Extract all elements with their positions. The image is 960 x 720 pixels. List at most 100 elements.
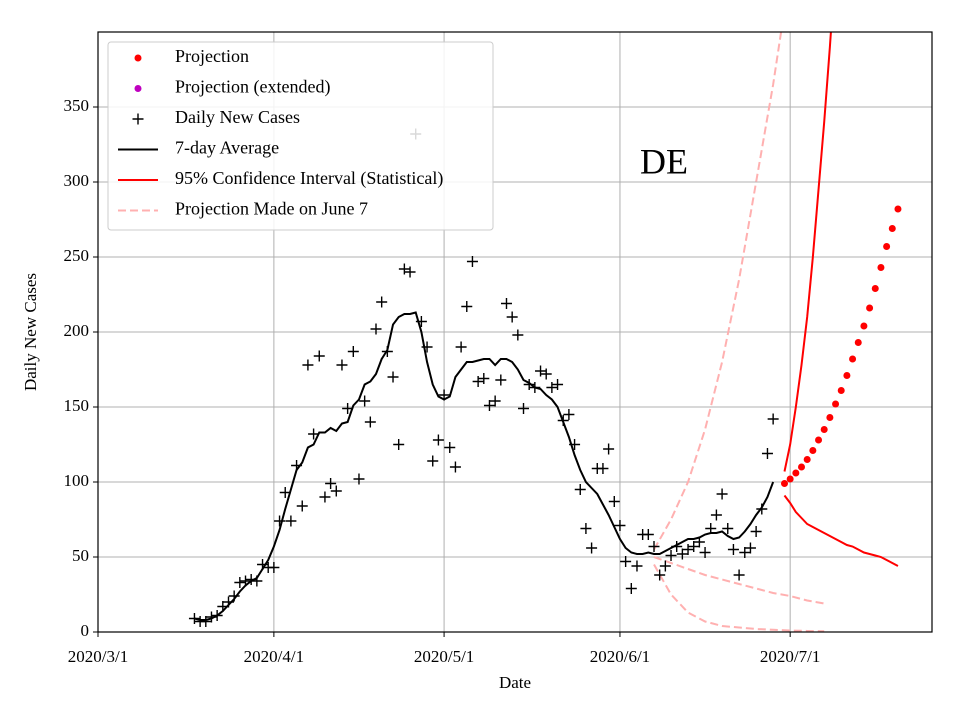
legend-label: Projection	[175, 46, 249, 66]
case-marker	[710, 509, 722, 521]
case-marker	[245, 574, 257, 585]
case-marker	[665, 550, 677, 561]
y-tick-label: 150	[64, 396, 90, 415]
case-marker	[291, 460, 303, 471]
case-marker	[478, 373, 490, 384]
case-marker	[257, 559, 269, 570]
case-marker	[563, 409, 575, 420]
x-tick-label: 2020/4/1	[244, 647, 304, 666]
plot-area	[188, 32, 902, 632]
case-marker	[608, 496, 620, 507]
case-marker	[461, 301, 473, 312]
case-marker	[699, 547, 711, 558]
case-marker	[620, 556, 632, 567]
projection-dot	[849, 355, 857, 363]
case-marker	[756, 503, 768, 515]
case-marker	[205, 611, 217, 623]
case-marker	[200, 616, 212, 627]
case-marker	[552, 379, 564, 390]
case-marker	[387, 371, 399, 383]
case-marker	[427, 455, 439, 467]
projection-dot	[877, 264, 885, 271]
legend-swatch	[134, 54, 142, 62]
case-marker	[625, 583, 637, 594]
projection-dot	[832, 400, 840, 408]
legend-label: Daily New Cases	[175, 107, 300, 127]
case-marker	[251, 575, 263, 587]
projection-dot	[866, 304, 874, 312]
case-marker	[319, 491, 331, 503]
case-marker	[727, 544, 739, 555]
line	[783, 494, 899, 567]
case-marker	[518, 403, 530, 414]
case-marker	[347, 346, 359, 357]
legend-label: 7-day Average	[175, 138, 279, 158]
legend-swatch	[132, 113, 144, 125]
case-marker	[603, 443, 615, 455]
projection-dot	[809, 447, 817, 454]
case-marker	[529, 382, 541, 393]
case-marker	[557, 415, 569, 426]
case-marker	[569, 439, 581, 450]
legend-swatch	[134, 85, 142, 92]
case-marker	[330, 485, 342, 497]
case-marker	[279, 487, 291, 498]
case-marker	[211, 610, 223, 621]
projection-dot	[894, 205, 902, 213]
case-marker	[693, 536, 705, 548]
projection-dot	[837, 387, 845, 394]
projection-dot	[826, 414, 834, 421]
case-marker	[302, 359, 314, 371]
legend: Projection Projection (extended) Daily New…	[107, 41, 494, 231]
line	[783, 32, 832, 472]
case-marker	[506, 311, 518, 323]
dashed-line	[653, 32, 783, 550]
case-marker	[761, 448, 773, 459]
case-marker	[671, 541, 683, 552]
case-marker	[455, 341, 467, 353]
case-marker	[705, 523, 717, 534]
case-marker	[472, 376, 484, 387]
case-marker	[535, 365, 547, 377]
case-marker	[381, 346, 393, 357]
x-tick-label: 2020/3/1	[68, 647, 128, 666]
case-marker	[234, 577, 246, 588]
case-marker	[285, 515, 297, 527]
case-marker	[217, 601, 229, 612]
case-marker	[342, 403, 354, 414]
case-marker	[574, 484, 586, 495]
case-marker	[767, 413, 779, 425]
case-marker	[750, 526, 762, 537]
case-marker	[364, 416, 376, 428]
x-tick-label: 2020/7/1	[760, 647, 820, 666]
case-marker	[268, 562, 280, 573]
case-marker	[648, 541, 660, 552]
case-marker	[313, 350, 325, 362]
x-axis-label: Date	[499, 673, 531, 692]
case-marker	[642, 529, 654, 540]
case-marker	[739, 547, 751, 558]
case-marker	[336, 359, 348, 371]
case-marker	[404, 266, 416, 278]
case-marker	[393, 439, 405, 450]
projection-dot	[815, 436, 823, 444]
case-marker	[580, 523, 592, 534]
case-marker	[586, 542, 598, 554]
case-marker	[659, 560, 671, 572]
case-marker	[500, 298, 512, 309]
legend-label: Projection (extended)	[175, 77, 330, 98]
projection-dot	[843, 372, 851, 379]
legend-box	[107, 41, 494, 231]
dashed-line	[653, 556, 825, 605]
case-marker	[438, 389, 450, 401]
legend-label: Projection Made on June 7	[175, 199, 368, 219]
projection-dot	[792, 469, 800, 477]
case-marker	[228, 590, 240, 602]
case-marker	[614, 520, 626, 531]
dashed-line	[653, 564, 825, 632]
projection-dot	[883, 243, 891, 250]
case-marker	[489, 395, 501, 407]
y-tick-label: 100	[64, 471, 90, 490]
ticks: 0 50 100 150 200 250 300 350 2020/3/1 2020/4/1 202…	[64, 96, 821, 666]
